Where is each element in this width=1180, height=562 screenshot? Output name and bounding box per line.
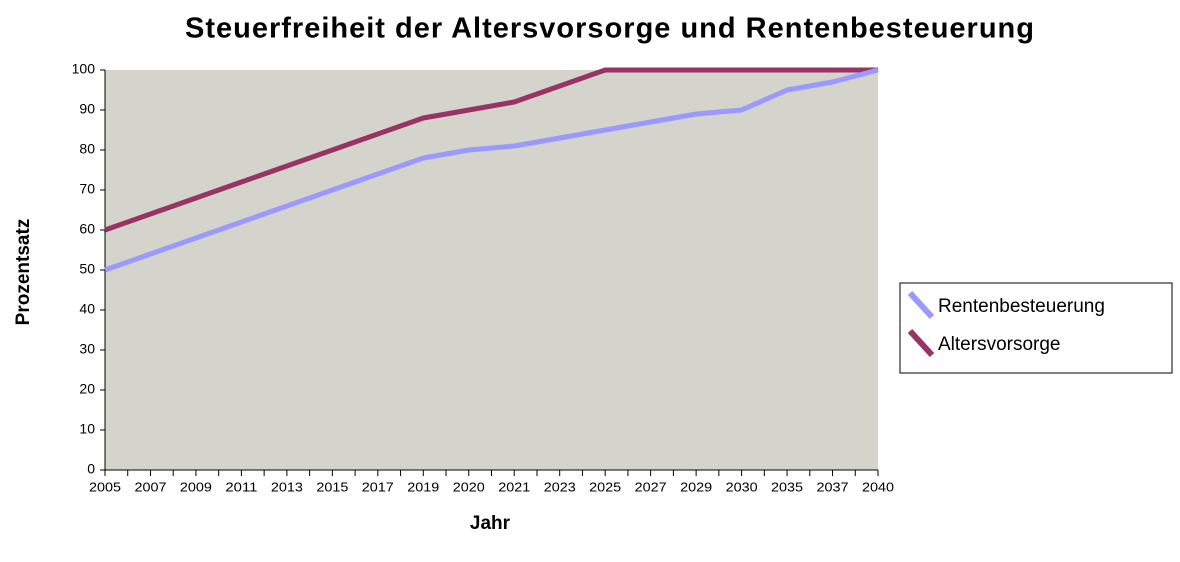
y-tick-label: 40 [79,301,95,317]
y-tick-label: 70 [79,181,95,197]
y-tick-label: 90 [79,101,95,117]
plot-area [105,70,878,470]
x-tick-label: 2040 [862,479,894,494]
y-tick-label: 20 [79,381,95,397]
x-tick-label: 2037 [817,479,849,494]
legend-swatch [907,290,935,320]
x-tick-label: 2035 [771,479,803,494]
x-tick-label: 2025 [589,479,621,494]
legend-box [899,282,1173,374]
x-tick-label: 2029 [680,479,712,494]
legend-label: Altersvorsorge [938,334,1061,355]
x-tick-label: 2013 [271,479,303,494]
x-tick-label: 2027 [635,479,667,494]
y-tick-label: 10 [79,421,95,437]
line [104,67,879,273]
y-tick-label: 60 [79,221,95,237]
x-tick-label: 2007 [134,479,166,494]
chart-title: Steuerfreiheit der Altersvorsorge und Re… [185,13,1035,45]
y-tick-label: 30 [79,341,95,357]
y-axis-title: Prozentsatz [13,219,34,326]
x-tick-label: 2023 [544,479,576,494]
x-tick-label: 2015 [316,479,348,494]
x-tick-label: 2020 [453,479,485,494]
x-tick-label: 2030 [726,479,758,494]
x-tick-label: 2009 [180,479,212,494]
x-tick-label: 2021 [498,479,530,494]
legend-label: Rentenbesteuerung [938,296,1105,317]
line [104,67,878,233]
x-tick-label: 2011 [225,479,257,494]
x-axis-title: Jahr [470,513,511,534]
y-tick-label: 80 [79,141,95,157]
x-tick-label: 2005 [89,479,121,494]
x-tick-label: 2017 [362,479,394,494]
x-tick-label: 2019 [407,479,439,494]
y-tick-label: 0 [87,461,95,477]
y-tick-label: 50 [79,261,95,277]
legend-swatch [907,328,935,358]
y-tick-label: 100 [72,61,96,77]
